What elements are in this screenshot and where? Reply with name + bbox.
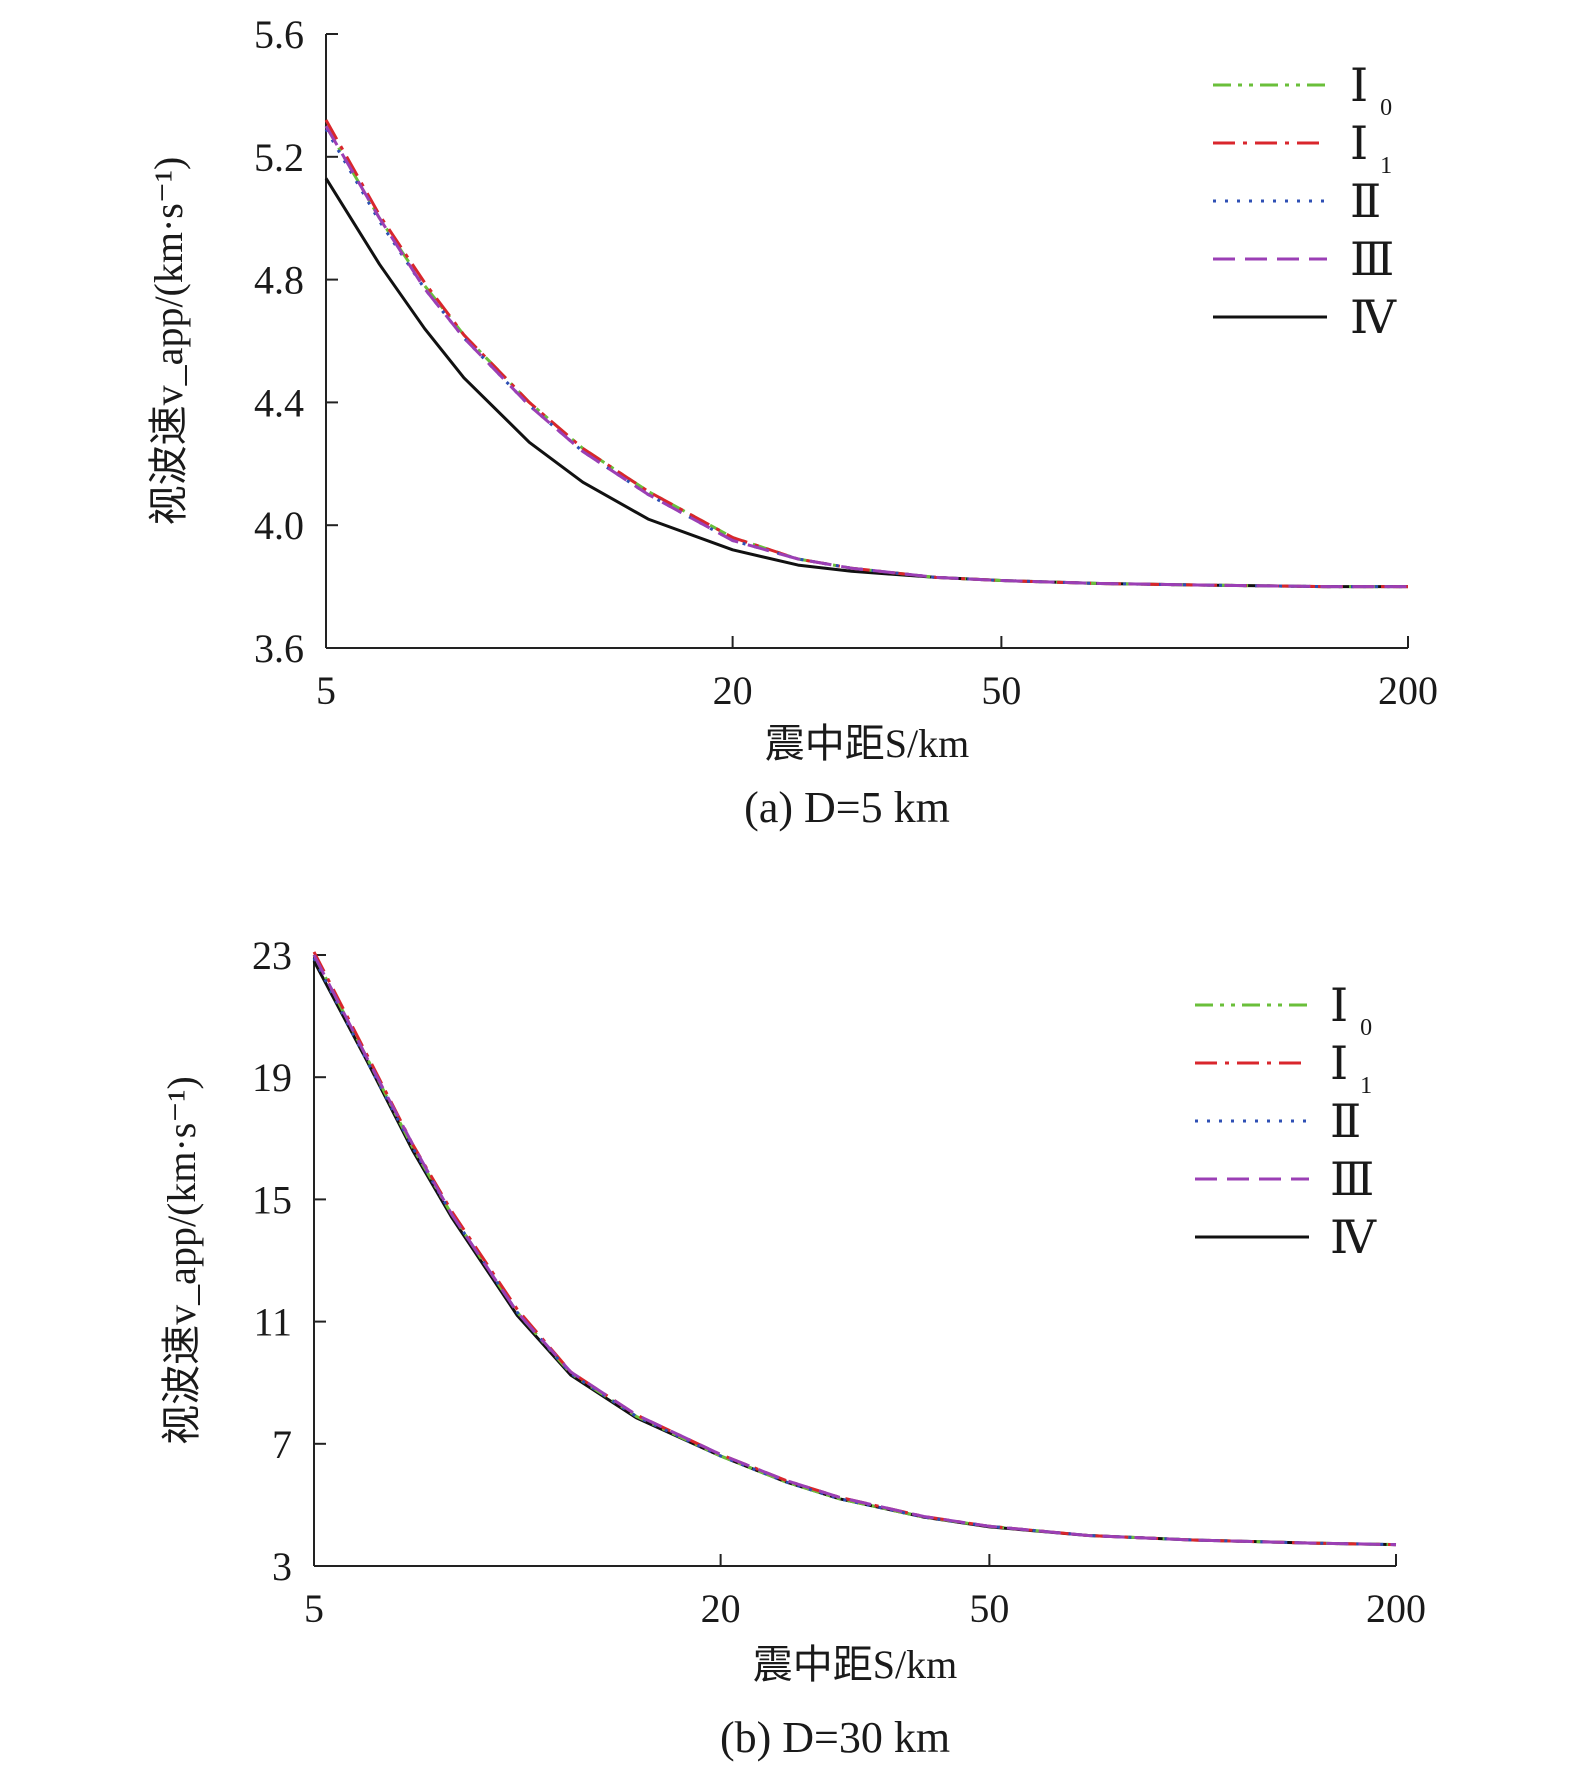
y-axis-title: 视波速v_app/(km·s⁻¹) [159, 1076, 204, 1445]
series-line-3 [324, 128, 1408, 589]
legend-label: Ⅳ [1350, 292, 1397, 343]
x-axis-title: 震中距S/km [765, 721, 969, 766]
x-tick-label: 20 [713, 668, 753, 713]
panel-caption: (a) D=5 km [744, 783, 950, 832]
legend-subscript: 0 [1360, 1015, 1372, 1041]
y-tick-label: 5.2 [254, 135, 304, 180]
legend-label: Ⅳ [1330, 1212, 1377, 1263]
legend: Ⅰ 0Ⅰ 1Ⅱ Ⅲ Ⅳ [1213, 60, 1397, 343]
legend-label: Ⅱ [1330, 1096, 1361, 1147]
legend-label: Ⅲ [1330, 1154, 1374, 1205]
x-tick-label: 50 [969, 1586, 1009, 1631]
legend-label: Ⅱ [1350, 176, 1381, 227]
legend-subscript: 0 [1380, 95, 1392, 121]
chart-panel-a: 3.6 4.0 4.4 4.8 5.2 5.6 5 20 50 200 震中距S/km 视波速v_ap… [146, 12, 1438, 832]
y-tick-label: 19 [252, 1055, 292, 1100]
y-tick-label: 7 [272, 1422, 292, 1467]
y-tick-label: 15 [252, 1177, 292, 1222]
series-line-4 [312, 954, 1397, 1547]
y-tick-label: 5.6 [254, 12, 304, 57]
y-axis-title: 视波速v_app/(km·s⁻¹) [146, 157, 191, 526]
chart-panel-b: 3 7 11 15 19 23 5 20 50 200 震中距S/km 视波速v_app/(km·s⁻… [159, 933, 1426, 1762]
x-axis-title: 震中距S/km [753, 1642, 957, 1687]
y-tick-label: 3 [272, 1544, 292, 1589]
x-tick-label: 5 [316, 668, 336, 713]
legend-subscript: 1 [1360, 1073, 1372, 1099]
y-tick-label: 23 [252, 933, 292, 978]
series-line-5 [324, 177, 1408, 589]
y-tick-label: 4.4 [254, 380, 304, 425]
y-tick-label: 4.0 [254, 503, 304, 548]
panel-caption: (b) D=30 km [720, 1713, 950, 1762]
y-tick-label: 4.8 [254, 258, 304, 303]
series-line-2 [312, 951, 1397, 1547]
x-tick-label: 50 [981, 668, 1021, 713]
y-tick-label: 11 [253, 1300, 292, 1345]
series-line-2 [324, 119, 1408, 589]
x-tick-label: 20 [701, 1586, 741, 1631]
x-tick-label: 5 [304, 1586, 324, 1631]
x-tick-label: 200 [1366, 1586, 1426, 1631]
legend: Ⅰ 0Ⅰ 1Ⅱ Ⅲ Ⅳ [1195, 980, 1377, 1263]
legend-subscript: 1 [1380, 153, 1392, 179]
legend-label: Ⅲ [1350, 234, 1394, 285]
x-tick-label: 200 [1378, 668, 1438, 713]
series-line-4 [324, 125, 1408, 589]
series-line-1 [324, 125, 1408, 589]
y-tick-label: 3.6 [254, 626, 304, 671]
